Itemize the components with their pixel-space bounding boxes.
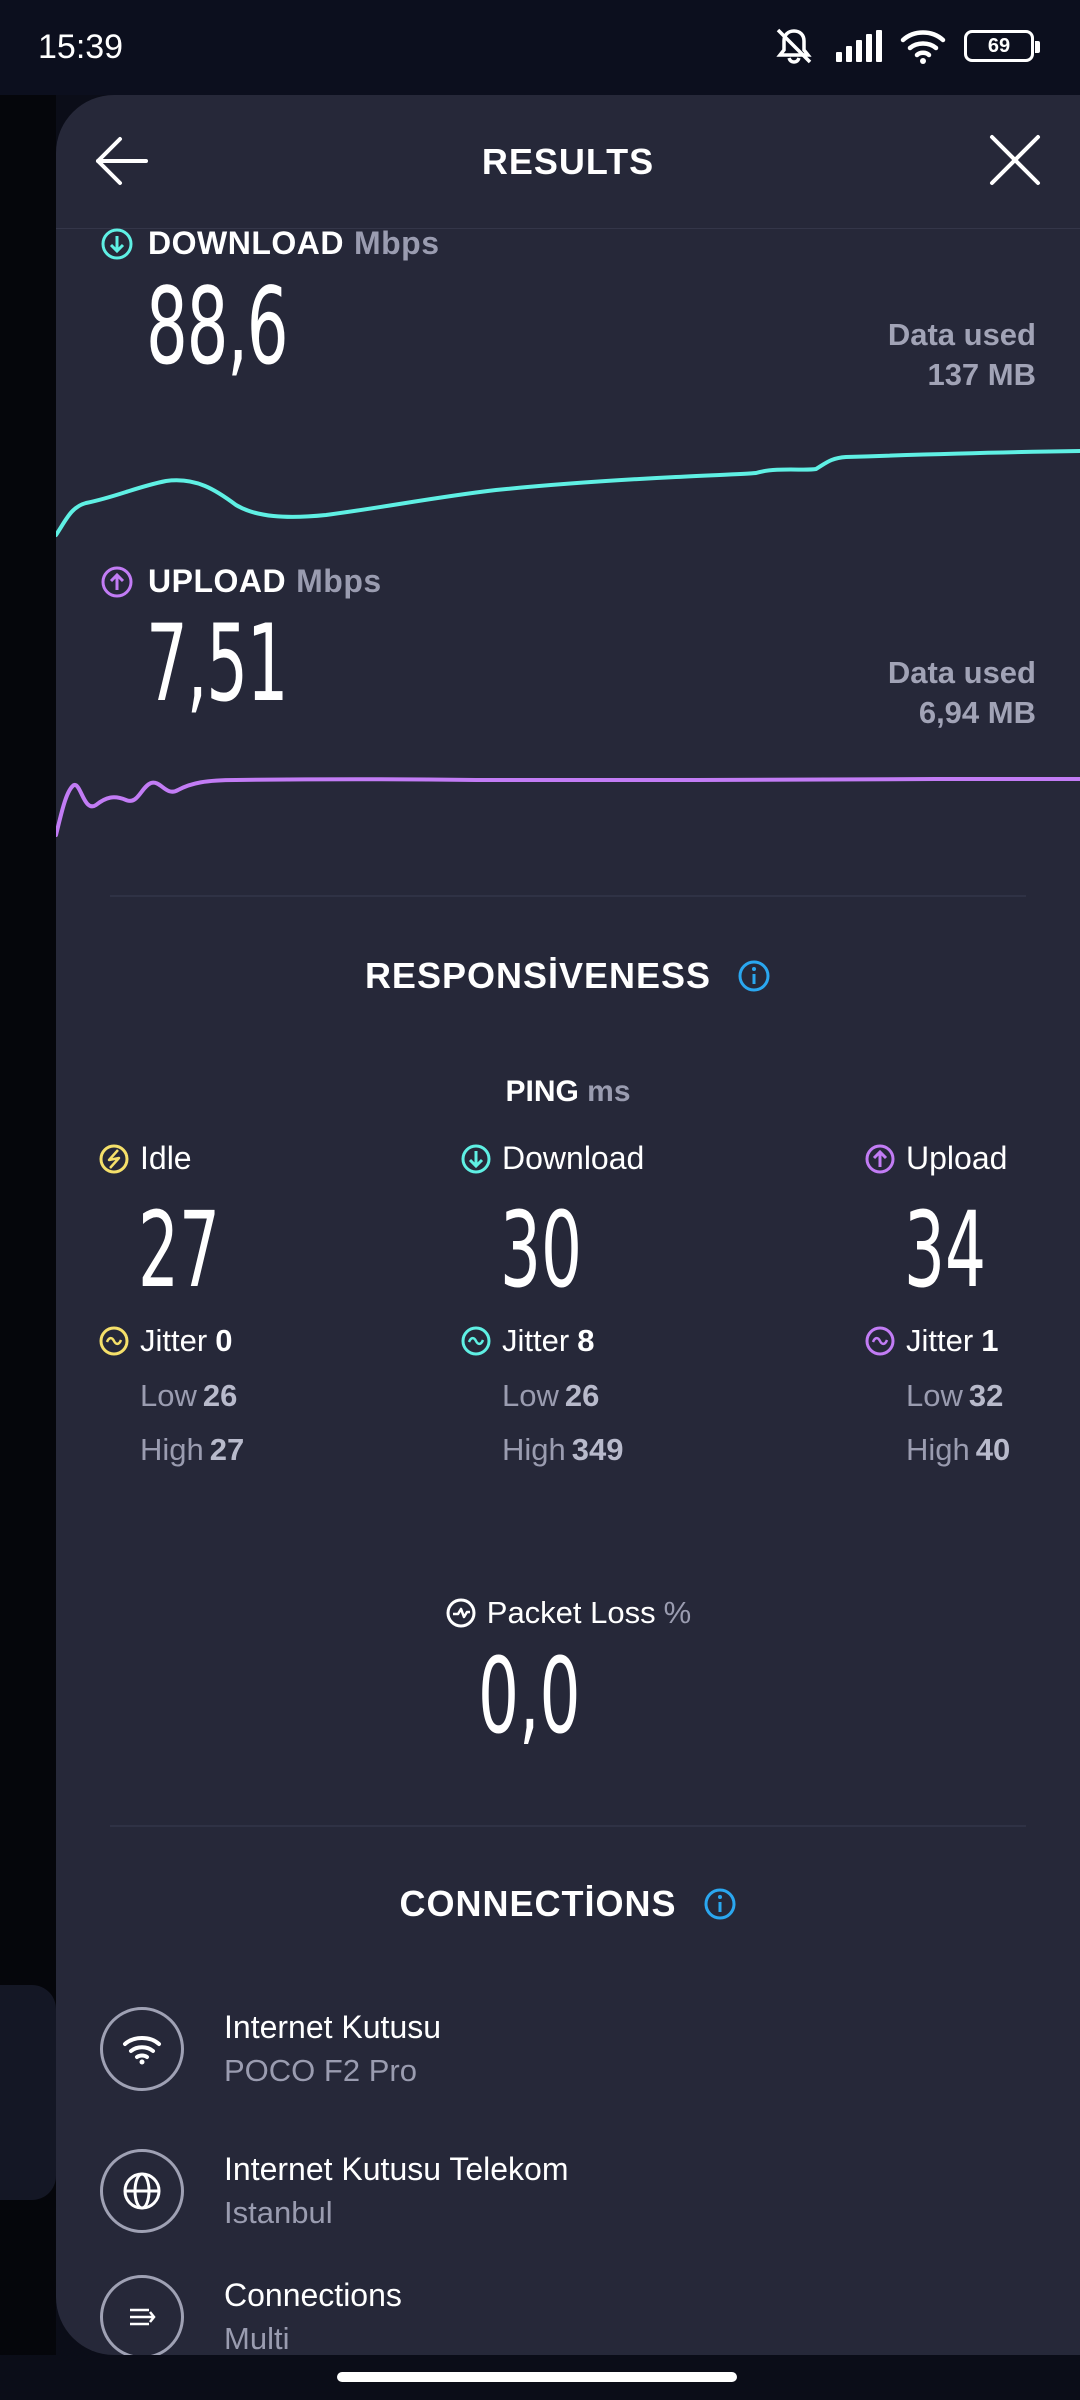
background-card <box>0 1985 56 2200</box>
download-ping-value: 30 <box>500 1189 583 1311</box>
download-unit: Mbps <box>353 225 440 261</box>
connections-title-text: CONNECTİONS <box>399 1883 677 1924</box>
ping-upload: Upload 34 Jitter 1 Low 32 High 40 <box>864 1140 1036 1467</box>
idle-high-label: High <box>140 1432 204 1467</box>
upload-value: 7,51 <box>146 602 289 725</box>
home-gesture-bar[interactable] <box>337 2372 737 2382</box>
upload-high-label: High <box>906 1432 970 1467</box>
download-high-label: High <box>502 1432 566 1467</box>
upload-jitter-label: Jitter <box>906 1323 974 1358</box>
status-bar: 15:39 69 <box>0 0 1080 95</box>
idle-low-label: Low <box>140 1378 197 1413</box>
download-arrow-icon <box>101 228 133 259</box>
connection-sub: Istanbul <box>224 2195 333 2230</box>
wifi-icon <box>900 30 946 64</box>
download-jitter-value: 8 <box>577 1323 595 1358</box>
idle-low-value: 26 <box>202 1378 238 1413</box>
connection-item-isp[interactable]: Internet Kutusu Telekom Istanbul <box>100 2147 569 2235</box>
upload-data-used-label: Data used <box>887 655 1036 690</box>
ping-title: PING ms <box>56 1075 1080 1109</box>
wifi-icon <box>100 2007 184 2091</box>
connection-name: Internet Kutusu <box>224 2009 442 2045</box>
packet-loss-label-text: Packet Loss <box>486 1595 656 1630</box>
results-sheet: RESULTS DOWNLOAD Mbps 88,6 Data used 137… <box>56 95 1080 2355</box>
download-ping-label: Download <box>502 1140 645 1176</box>
download-data-used-value: 137 MB <box>927 357 1036 392</box>
upload-arrow-icon <box>101 566 133 597</box>
download-low-label: Low <box>502 1378 559 1413</box>
packet-loss-icon <box>446 1598 476 1628</box>
download-data-used: Data used 137 MB <box>888 315 1036 395</box>
upload-low-label: Low <box>906 1378 963 1413</box>
idle-high-value: 27 <box>209 1432 245 1467</box>
info-icon[interactable] <box>703 1887 737 1921</box>
packet-loss-label: Packet Loss % <box>56 1595 1080 1631</box>
battery-level: 69 <box>987 34 1011 57</box>
battery-icon: 69 <box>964 30 1040 62</box>
ping-unit: ms <box>587 1075 631 1108</box>
idle-ping-value: 27 <box>138 1189 221 1311</box>
download-graph <box>56 449 1080 537</box>
upload-data-used-value: 6,94 MB <box>918 695 1036 730</box>
upload-label: UPLOAD Mbps <box>100 563 382 600</box>
upload-graph <box>56 777 1080 837</box>
connection-name: Internet Kutusu Telekom <box>224 2151 569 2187</box>
packet-loss-unit: % <box>663 1595 692 1630</box>
download-label-text: DOWNLOAD <box>148 225 344 261</box>
results-header: RESULTS <box>56 95 1080 229</box>
connections-title: CONNECTİONS <box>56 1883 1080 1925</box>
page-title: RESULTS <box>481 141 655 182</box>
connection-item-mode[interactable]: Connections Multi <box>100 2273 402 2355</box>
upload-jitter-value: 1 <box>981 1323 999 1358</box>
upload-unit: Mbps <box>296 563 382 599</box>
ping-idle: Idle 27 Jitter 0 Low 26 High 27 <box>98 1140 270 1467</box>
background-strip <box>0 95 56 2360</box>
divider-1 <box>110 895 1026 897</box>
download-low-value: 26 <box>564 1378 600 1413</box>
signal-icon <box>836 30 882 62</box>
download-label: DOWNLOAD Mbps <box>100 225 440 262</box>
ping-label: PING <box>505 1075 579 1108</box>
connection-sub: POCO F2 Pro <box>224 2053 417 2088</box>
arrow-left-icon[interactable] <box>92 131 152 191</box>
download-ping-icon <box>461 1144 491 1173</box>
ping-download: Download 30 Jitter 8 Low 26 High 349 <box>460 1140 644 1467</box>
idle-jitter-icon <box>99 1326 129 1356</box>
status-icons: 69 <box>772 26 1040 66</box>
upload-data-used: Data used 6,94 MB <box>888 653 1036 733</box>
idle-jitter-label: Jitter <box>140 1323 208 1358</box>
bell-off-icon <box>776 28 812 64</box>
navigation-bar <box>0 2355 1080 2400</box>
multi-connection-icon <box>100 2275 184 2355</box>
download-value: 88,6 <box>146 265 289 388</box>
packet-loss-value: 0,0 <box>478 1635 581 1757</box>
download-jitter-label: Jitter <box>502 1323 570 1358</box>
connection-sub: Multi <box>224 2321 290 2355</box>
upload-jitter-icon <box>865 1326 895 1356</box>
upload-ping-value: 34 <box>904 1189 987 1311</box>
idle-label: Idle <box>140 1140 192 1176</box>
responsiveness-title-text: RESPONSİVENESS <box>364 955 712 996</box>
globe-icon <box>100 2149 184 2233</box>
upload-ping-label: Upload <box>906 1140 1008 1176</box>
connection-name: Connections <box>224 2277 402 2313</box>
idle-jitter-value: 0 <box>215 1323 233 1358</box>
connection-item-wifi[interactable]: Internet Kutusu POCO F2 Pro <box>100 2005 441 2093</box>
info-icon[interactable] <box>737 959 771 993</box>
status-time: 15:39 <box>38 28 124 66</box>
download-data-used-label: Data used <box>887 317 1036 352</box>
close-icon[interactable] <box>986 131 1044 189</box>
idle-bolt-icon <box>99 1144 129 1173</box>
divider-2 <box>110 1825 1026 1827</box>
upload-low-value: 32 <box>968 1378 1004 1413</box>
upload-high-value: 40 <box>975 1432 1011 1467</box>
download-jitter-icon <box>461 1326 491 1356</box>
responsiveness-title: RESPONSİVENESS <box>56 955 1080 997</box>
download-high-value: 349 <box>571 1432 624 1467</box>
upload-label-text: UPLOAD <box>148 563 287 599</box>
upload-ping-icon <box>865 1144 895 1173</box>
